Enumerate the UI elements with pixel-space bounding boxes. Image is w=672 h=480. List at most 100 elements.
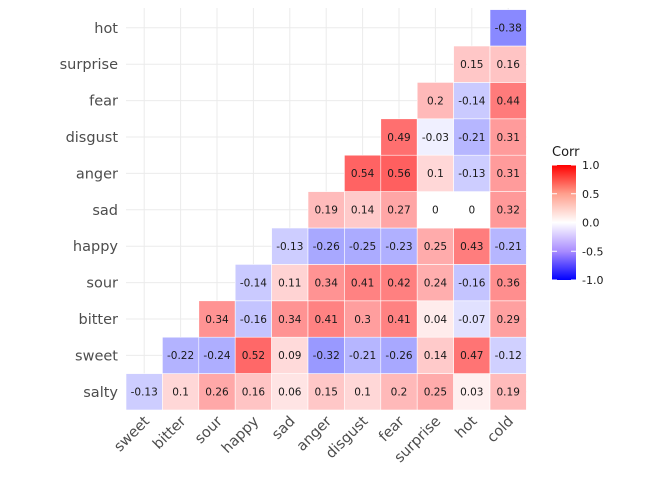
heatmap-cell: [489, 336, 527, 374]
cell-value-label: 0.36: [497, 277, 521, 289]
heatmap-cell: [489, 227, 527, 265]
cell-value-label: 0.25: [424, 387, 447, 399]
heatmap-cell: [416, 227, 454, 265]
cell-value-label: 0.16: [242, 387, 266, 399]
cell-value-label: 0.31: [497, 132, 520, 144]
legend-break-label: -1.0: [582, 274, 603, 287]
heatmap-cell: [489, 82, 527, 120]
heatmap-cell: [489, 191, 527, 229]
legend-ticks: 1.0 0.5 0.0 -0.5 -1.0: [552, 159, 603, 287]
cell-value-label: 0.14: [424, 350, 448, 362]
heatmap-cell: [307, 373, 345, 411]
x-tick-label: fear: [376, 413, 408, 445]
heatmap-cell: [489, 373, 527, 411]
heatmap-cell: [162, 336, 200, 374]
cell-value-label: 0.14: [351, 205, 375, 217]
heatmap-cell: [453, 336, 491, 374]
cell-value-label: 0.19: [497, 387, 520, 399]
heatmap-cell: [416, 82, 454, 120]
y-tick-label: salty: [83, 385, 118, 401]
cell-value-label: 0.1: [427, 168, 444, 180]
heatmap-cell: [344, 191, 382, 229]
heatmap-cell: [198, 300, 236, 338]
x-tick-label: bitter: [150, 413, 189, 452]
y-tick-label: sad: [92, 203, 118, 219]
y-axis: salty sweet bitter sour happy sad anger disgust…: [60, 21, 119, 401]
cell-value-label: 0.42: [387, 277, 410, 289]
cell-value-label: -0.14: [240, 277, 267, 289]
heatmap-cell: [489, 9, 527, 47]
cell-value-label: 0.34: [315, 277, 339, 289]
cell-value-label: -0.12: [495, 350, 522, 362]
heatmap-cell: [489, 300, 527, 338]
heatmap-cell: [380, 264, 418, 302]
heatmap-cell: [234, 336, 272, 374]
cell-value-label: -0.26: [313, 241, 340, 253]
cell-value-label: 0.43: [460, 241, 483, 253]
cell-value-label: 0.11: [278, 277, 301, 289]
heatmap-cell: [271, 227, 309, 265]
x-tick-label: sad: [269, 414, 298, 443]
x-tick-label: cold: [484, 414, 517, 447]
cell-value-label: -0.14: [458, 95, 485, 107]
heatmap-cell: [489, 45, 527, 83]
cell-value-label: -0.38: [495, 23, 522, 35]
cell-value-label: -0.25: [349, 241, 376, 253]
heatmap-cell: [489, 264, 527, 302]
x-tick-label: hot: [453, 413, 481, 441]
heatmap-cell: [307, 336, 345, 374]
cell-value-label: 0.32: [497, 205, 520, 217]
cell-value-label: 0.19: [315, 205, 338, 217]
cell-value-label: 0.29: [497, 314, 520, 326]
y-tick-label: fear: [89, 94, 118, 110]
cell-value-label: 0: [468, 205, 475, 217]
heatmap-cell: [380, 118, 418, 156]
cell-value-label: 0.52: [242, 350, 265, 362]
heatmap-cell: [416, 300, 454, 338]
cell-value-label: 0.41: [351, 277, 374, 289]
heatmap-cell: [344, 373, 382, 411]
heatmap-cell: [344, 264, 382, 302]
cell-value-label: 0.1: [354, 387, 371, 399]
heatmap-cell: [380, 227, 418, 265]
heatmap-cell: [489, 154, 527, 192]
cell-value-label: -0.21: [458, 132, 485, 144]
cell-value-label: 0.25: [424, 241, 447, 253]
x-tick-label: sour: [192, 413, 226, 447]
y-tick-label: bitter: [79, 312, 119, 328]
cell-value-label: -0.21: [349, 350, 376, 362]
heatmap-cell: [453, 191, 491, 229]
cell-value-label: 0.24: [424, 277, 448, 289]
cell-value-label: -0.24: [203, 350, 230, 362]
y-tick-label: happy: [73, 239, 118, 255]
legend-break-label: 0.5: [582, 188, 600, 201]
heatmap-cell: [271, 373, 309, 411]
y-tick-label: surprise: [60, 57, 118, 73]
heatmap-cell: [380, 336, 418, 374]
cell-value-label: -0.07: [458, 314, 485, 326]
heatmap-cell: [307, 227, 345, 265]
heatmap-cell: [198, 336, 236, 374]
cell-value-label: 0.16: [497, 59, 521, 71]
legend-title: Corr: [552, 145, 580, 160]
cell-value-label: 0.04: [424, 314, 448, 326]
cell-value-label: -0.13: [276, 241, 303, 253]
cell-value-label: 0.54: [351, 168, 375, 180]
heatmap-cell: [453, 118, 491, 156]
heatmap-cell: [162, 373, 200, 411]
cell-value-label: 0.44: [497, 95, 521, 107]
heatmap-cell: [344, 154, 382, 192]
heatmap-cell: [125, 373, 163, 411]
cell-value-label: 0.27: [387, 205, 410, 217]
heatmap-cell: [453, 227, 491, 265]
legend-break-label: 0.0: [582, 217, 600, 230]
cell-value-label: -0.13: [458, 168, 485, 180]
x-tick-label: happy: [219, 413, 262, 456]
cell-value-label: 0.26: [205, 387, 229, 399]
cell-value-label: -0.03: [422, 132, 449, 144]
x-tick-label: sweet: [111, 413, 153, 455]
cell-value-label: -0.16: [458, 277, 485, 289]
cell-value-label: 0.41: [315, 314, 338, 326]
